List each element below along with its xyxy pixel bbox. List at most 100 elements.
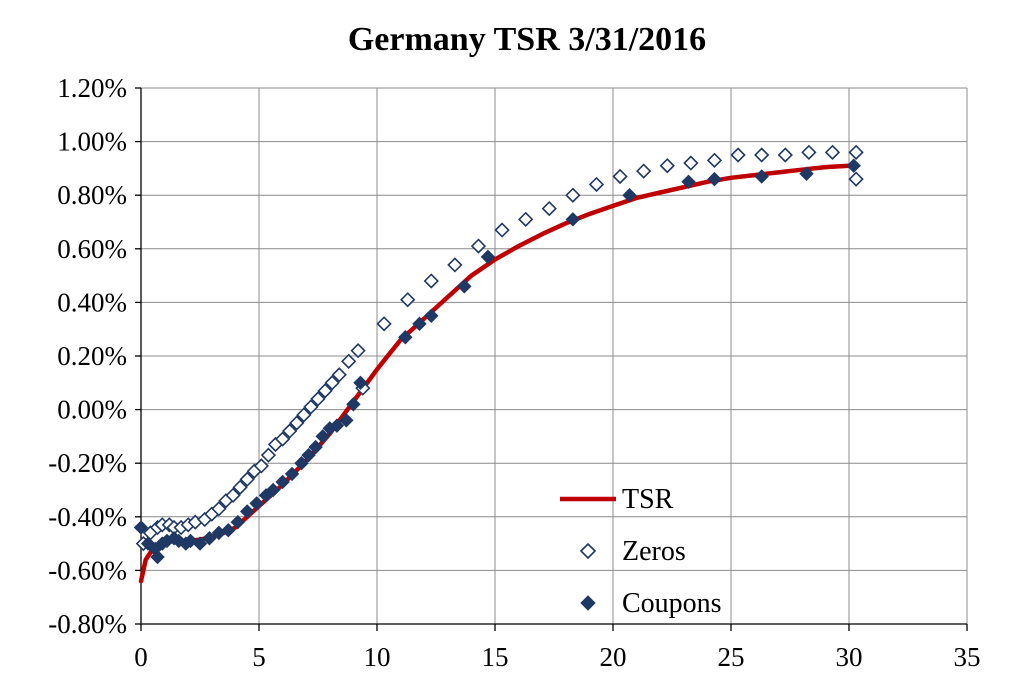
y-tick-label: -0.80% [48, 609, 127, 639]
data-point-zeros [211, 501, 227, 517]
data-point-zeros [289, 415, 305, 431]
data-point-coupons [294, 455, 309, 471]
data-point-coupons [329, 418, 345, 433]
data-point-coupons [681, 174, 696, 190]
chart-title: Germany TSR 3/31/2016 [348, 21, 706, 58]
legend-swatch-zeros [579, 542, 597, 560]
data-point-coupons [480, 249, 496, 265]
data-point-coupons [754, 169, 769, 184]
data-point-coupons [707, 171, 722, 187]
data-point-zeros [331, 367, 347, 383]
data-point-coupons [275, 474, 290, 490]
data-point-zeros [824, 144, 841, 160]
data-point-zeros [303, 399, 319, 415]
legend-label-zeros: Zeros [622, 536, 686, 567]
data-point-coupons [846, 158, 861, 173]
series-coupons [133, 158, 861, 565]
legend: TSR Zeros Coupons [560, 484, 722, 619]
y-tick-label: 1.20% [57, 73, 127, 103]
series-zeros [135, 144, 864, 552]
data-point-coupons [221, 522, 236, 538]
data-point-zeros [296, 407, 312, 423]
data-point-zeros [706, 152, 723, 168]
x-tick-label: 35 [954, 642, 981, 672]
x-tick-label: 0 [134, 642, 148, 672]
data-point-zeros [541, 200, 557, 217]
y-tick-label: -0.60% [48, 555, 127, 585]
data-point-coupons [315, 429, 330, 444]
data-point-zeros [341, 353, 357, 369]
data-point-coupons [133, 520, 149, 535]
y-tick-label: 0.40% [57, 287, 127, 317]
data-point-coupons [150, 549, 165, 565]
y-tick-label: 0.20% [57, 341, 127, 371]
data-point-zeros [260, 447, 277, 463]
x-tick-label: 20 [600, 642, 627, 672]
data-point-zeros [350, 343, 366, 359]
data-point-coupons [424, 308, 439, 324]
data-point-zeros [801, 144, 817, 160]
data-point-zeros [400, 292, 416, 308]
data-point-zeros [282, 423, 298, 439]
x-tick-label: 25 [718, 642, 745, 672]
data-point-zeros [754, 147, 770, 163]
data-point-coupons [565, 212, 581, 227]
legend-label-tsr: TSR [622, 484, 674, 515]
grid [141, 87, 968, 625]
data-point-zeros [253, 458, 269, 474]
x-tick-label: 10 [364, 642, 391, 672]
data-point-coupons [346, 397, 361, 412]
data-point-coupons [799, 166, 814, 181]
data-point-zeros [423, 273, 439, 289]
data-point-zeros [636, 163, 652, 179]
data-point-zeros [659, 158, 675, 174]
data-point-zeros [565, 187, 581, 203]
y-tick-label: 0.80% [57, 180, 127, 210]
data-point-coupons [622, 187, 637, 203]
y-tick-label: -0.20% [48, 448, 127, 478]
data-point-coupons [398, 330, 413, 345]
plot-area [133, 144, 864, 584]
data-point-zeros [730, 147, 746, 163]
data-point-zeros [317, 383, 333, 399]
legend-item-coupons: Coupons [580, 588, 722, 619]
y-tick-label: 1.00% [57, 127, 127, 157]
data-point-coupons [239, 504, 255, 519]
data-point-zeros [777, 147, 793, 163]
data-point-zeros [470, 238, 487, 254]
data-point-coupons [284, 466, 300, 482]
data-point-zeros [494, 222, 510, 238]
data-point-zeros [324, 375, 340, 391]
data-point-coupons [249, 496, 264, 511]
data-point-coupons [265, 482, 281, 498]
data-point-zeros [225, 487, 241, 503]
data-point-coupons [308, 439, 323, 455]
x-tick-label: 5 [252, 642, 266, 672]
legend-label-coupons: Coupons [622, 588, 722, 619]
data-point-zeros [232, 479, 248, 495]
data-point-coupons [457, 279, 472, 294]
data-point-coupons [339, 413, 354, 428]
data-point-zeros [683, 155, 699, 171]
axes: -0.80% -0.60% -0.40% -0.20% 0.00% 0.20% 0.40% 0… [48, 73, 980, 672]
x-tick-label: 15 [482, 642, 509, 672]
x-tick-label: 30 [836, 642, 863, 672]
data-point-zeros [848, 144, 864, 160]
legend-swatch-coupons [580, 595, 596, 611]
y-tick-label: 0.00% [57, 395, 127, 425]
data-point-zeros [447, 257, 463, 273]
y-tick-label: 0.60% [57, 234, 127, 264]
data-point-zeros [376, 316, 392, 332]
data-point-zeros [310, 391, 326, 407]
data-point-zeros [518, 211, 534, 227]
legend-item-zeros: Zeros [579, 536, 686, 567]
legend-item-tsr: TSR [560, 484, 674, 515]
data-point-coupons [301, 447, 316, 463]
data-point-coupons [412, 316, 427, 332]
y-tick-label: -0.40% [48, 502, 127, 532]
data-point-zeros [239, 471, 255, 487]
data-point-zeros [274, 431, 291, 447]
data-point-coupons [230, 514, 245, 530]
data-point-coupons [353, 375, 368, 391]
